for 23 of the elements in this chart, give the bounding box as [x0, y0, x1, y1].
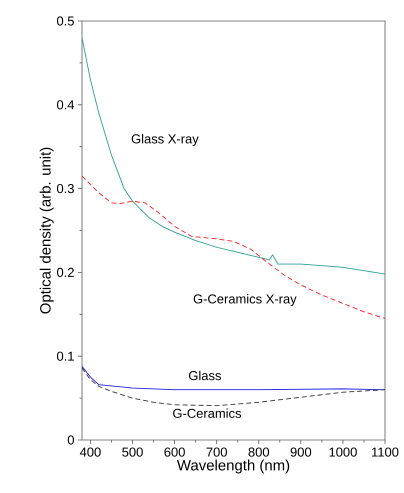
line-series	[82, 366, 386, 390]
series-label: Glass X-ray	[132, 134, 199, 146]
line-series	[82, 367, 386, 406]
x-tick-label: 400	[80, 448, 101, 457]
series-label: G-Ceramics	[173, 408, 242, 418]
line-series	[82, 176, 386, 319]
y-tick-label: 0.5	[56, 16, 74, 26]
x-tick-label: 600	[164, 448, 185, 457]
x-tick-label: 1100	[372, 448, 398, 457]
x-tick-label: 900	[290, 448, 312, 457]
y-tick-label: 0.3	[56, 184, 74, 194]
x-tick-label: 700	[206, 448, 227, 457]
series-label: Glass	[188, 370, 221, 380]
y-tick-label: 0.4	[56, 100, 74, 110]
y-tick-label: 0	[68, 435, 74, 445]
y-tick-label: 0.2	[56, 268, 74, 277]
series-label: G-Ceramics X-ray	[194, 294, 297, 306]
y-tick-label: 0.1	[56, 352, 74, 361]
y-axis-title: Optical density (arb. unit)	[40, 148, 54, 314]
x-tick-label: 800	[248, 448, 270, 457]
x-axis-title: Wavelength (nm)	[176, 460, 290, 474]
x-tick-label: 1000	[329, 448, 357, 457]
x-tick-label: 500	[122, 448, 143, 457]
